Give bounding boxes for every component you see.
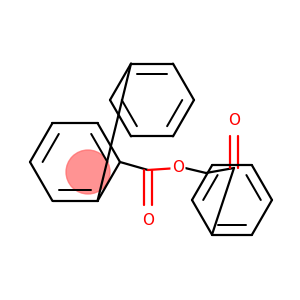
Circle shape [66, 150, 110, 194]
Text: O: O [142, 213, 154, 228]
Text: O: O [228, 113, 240, 128]
Text: O: O [172, 160, 184, 175]
